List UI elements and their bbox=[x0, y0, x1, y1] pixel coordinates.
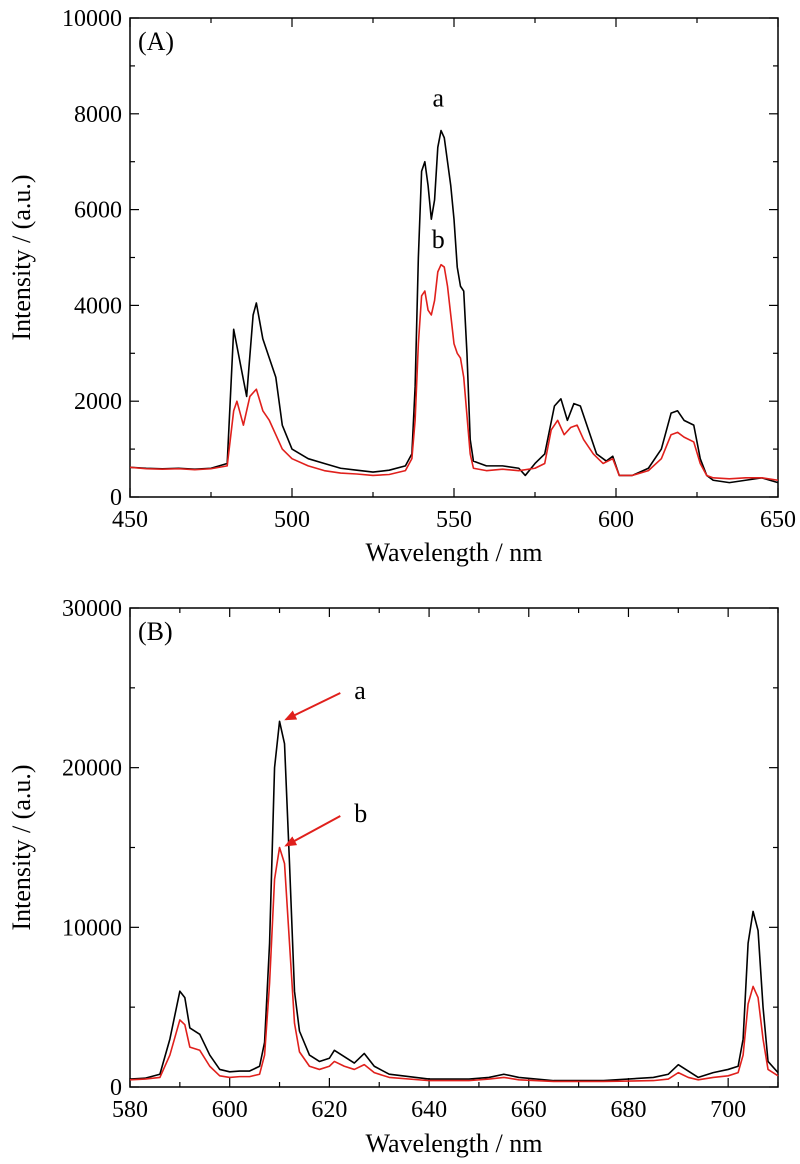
plot-frame bbox=[129, 17, 779, 498]
x-axis-title: Wavelength / nm bbox=[366, 1129, 543, 1158]
x-tick-label: 600 bbox=[212, 1097, 248, 1123]
y-axis-title: Intensity / (a.u.) bbox=[7, 174, 36, 340]
series-line-a bbox=[129, 129, 779, 484]
y-tick-label: 4000 bbox=[74, 293, 122, 319]
curve-label-b: b bbox=[432, 225, 445, 254]
curve-label-a: a bbox=[354, 676, 366, 705]
x-tick-label: 660 bbox=[511, 1097, 547, 1123]
x-tick-label: 550 bbox=[436, 507, 472, 533]
y-tick-label: 10000 bbox=[62, 915, 122, 941]
curve-label-a: a bbox=[433, 84, 445, 113]
annotation-arrow-a bbox=[284, 692, 341, 721]
series-line-b bbox=[129, 846, 779, 1083]
y-axis-title: Intensity / (a.u.) bbox=[7, 764, 36, 930]
x-axis-title: Wavelength / nm bbox=[366, 538, 543, 567]
x-tick-label: 620 bbox=[311, 1097, 347, 1123]
y-tick-label: 0 bbox=[110, 485, 122, 511]
y-tick-label: 30000 bbox=[62, 596, 122, 622]
x-tick-label: 580 bbox=[112, 1097, 148, 1123]
plot-frame bbox=[129, 607, 779, 1088]
series-line-b bbox=[129, 263, 779, 482]
annotation-arrow-b bbox=[284, 815, 341, 847]
chart-panel-b: 580 600 620 640 660 680 700 0 10000 20000 30000 Wav… bbox=[7, 596, 779, 1158]
x-tick-label: 680 bbox=[610, 1097, 646, 1123]
y-tick-label: 10000 bbox=[62, 6, 122, 32]
x-tick-label: 650 bbox=[760, 507, 796, 533]
panel-label: (A) bbox=[138, 27, 174, 56]
y-tick-label: 6000 bbox=[74, 198, 122, 224]
x-tick-label: 500 bbox=[274, 507, 310, 533]
y-tick-label: 8000 bbox=[74, 102, 122, 128]
panel-label: (B) bbox=[138, 617, 173, 646]
curve-label-b: b bbox=[354, 799, 367, 828]
y-tick-label: 20000 bbox=[62, 756, 122, 782]
series-line-a bbox=[129, 720, 779, 1082]
x-tick-label: 640 bbox=[411, 1097, 447, 1123]
chart-panel-a: 450 500 550 600 650 0 2000 4000 6000 8000 10000 Wav… bbox=[7, 6, 796, 567]
x-tick-label: 450 bbox=[112, 507, 148, 533]
y-tick-label: 2000 bbox=[74, 389, 122, 415]
x-tick-label: 600 bbox=[598, 507, 634, 533]
y-tick-label: 0 bbox=[110, 1075, 122, 1101]
x-tick-label: 700 bbox=[710, 1097, 746, 1123]
